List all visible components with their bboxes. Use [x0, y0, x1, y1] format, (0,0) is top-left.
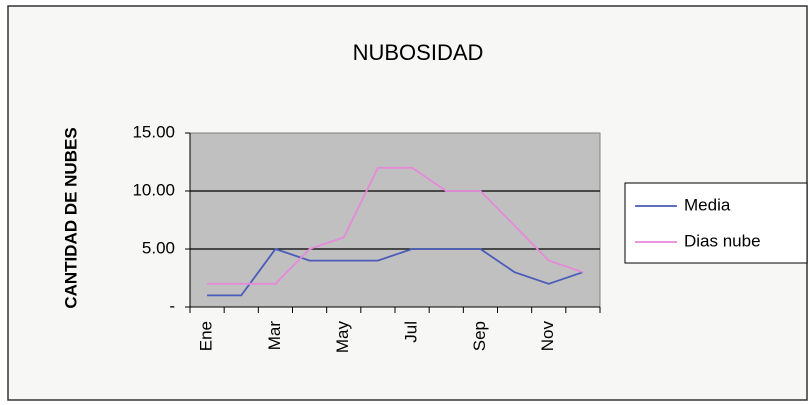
- x-tick-label: Nov: [538, 321, 557, 352]
- legend: [624, 182, 808, 264]
- series-line: [207, 247, 584, 297]
- x-tick-label: Mar: [265, 321, 284, 351]
- x-tick-label: Sep: [470, 321, 489, 351]
- x-tick-label: Ene: [197, 321, 216, 351]
- y-tick-label: -: [169, 296, 175, 315]
- legend-label: Media: [684, 195, 731, 214]
- y-tick-label: 15.00: [132, 122, 175, 141]
- legend-label: Dias nube: [684, 231, 761, 250]
- x-tick-label: May: [333, 321, 352, 354]
- y-tick-label: 10.00: [132, 180, 175, 199]
- x-tick-label: Jul: [402, 321, 421, 343]
- chart-title: NUBOSIDAD: [353, 40, 484, 65]
- y-axis-title: CANTIDAD DE NUBES: [61, 127, 80, 308]
- y-tick-label: 5.00: [142, 238, 175, 257]
- series-line: [207, 166, 584, 285]
